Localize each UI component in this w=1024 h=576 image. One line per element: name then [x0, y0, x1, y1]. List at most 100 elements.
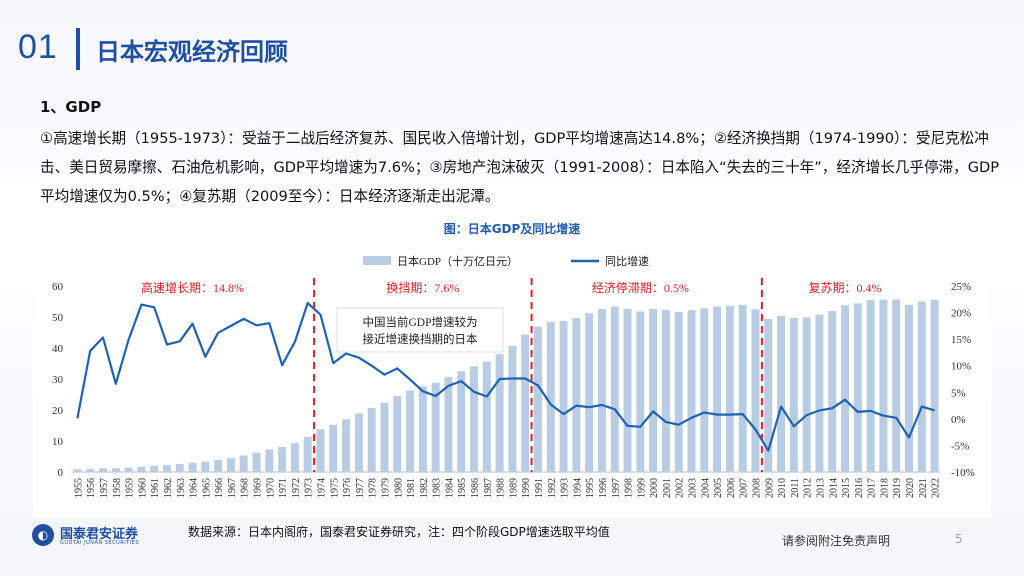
- gdp-bar: [137, 466, 146, 472]
- gdp-bar: [495, 354, 504, 472]
- gdp-bar: [290, 443, 299, 472]
- right-axis-tick-label: 0%: [951, 414, 966, 426]
- gdp-bar: [930, 299, 939, 472]
- left-axis-tick-label: 20: [52, 405, 64, 417]
- annotation-line-1: 中国当前GDP增速较为: [362, 315, 477, 329]
- gdp-bar: [585, 313, 594, 472]
- logo-text-en: GUOTAI JUNAN SECURITIES: [60, 540, 140, 546]
- disclaimer-link[interactable]: 请参阅附注免责声明: [782, 534, 891, 548]
- gdp-bar: [674, 311, 683, 472]
- gdp-bar: [828, 311, 837, 472]
- gdp-bar: [175, 463, 184, 472]
- x-axis-tick-label: 1986: [470, 478, 481, 498]
- x-axis-tick-label: 1956: [86, 478, 97, 498]
- x-axis-tick-label: 1974: [316, 478, 327, 498]
- phase-label: 经济停滞期：0.5%: [592, 280, 689, 295]
- x-axis-tick-label: 1987: [483, 478, 494, 498]
- gdp-bar: [789, 317, 798, 472]
- gdp-bar: [559, 321, 568, 472]
- x-axis-tick-label: 1968: [240, 478, 251, 498]
- x-axis-tick-label: 1980: [393, 478, 404, 498]
- left-axis-tick-label: 60: [52, 281, 64, 293]
- annotation-line-2: 接近增速换挡期的日本: [363, 332, 478, 346]
- chart-container: 0 10 20 30 40 50 60 -10% -5% 0% 5% 10% 15% 20% 25% 195…: [33, 240, 991, 518]
- x-axis-tick-label: 2011: [790, 478, 801, 498]
- left-axis-tick-label: 10: [52, 436, 64, 448]
- gdp-bar: [214, 459, 223, 472]
- x-axis-tick-label: 1957: [99, 478, 110, 498]
- x-axis-tick-label: 1989: [508, 478, 519, 498]
- gdp-bar: [623, 308, 632, 472]
- gdp-bar: [239, 455, 248, 472]
- gdp-bar: [303, 436, 312, 472]
- gdp-bar: [879, 299, 888, 472]
- x-axis-tick-label: 1961: [150, 478, 161, 498]
- right-axis-tick-label: 15%: [951, 334, 971, 346]
- x-axis-tick-label: 1977: [355, 478, 366, 498]
- gdp-bar: [188, 462, 197, 472]
- x-axis-tick-label: 2001: [662, 478, 673, 498]
- x-axis-tick-label: 1988: [496, 478, 507, 498]
- x-axis-tick-label: 2015: [841, 478, 852, 498]
- x-axis-tick-label: 1962: [163, 478, 174, 498]
- x-axis-tick-label: 2003: [688, 478, 699, 498]
- phase-label: 换挡期：7.6%: [386, 281, 459, 295]
- x-axis-tick-label: 1960: [137, 478, 148, 498]
- gdp-bar: [738, 304, 747, 472]
- gdp-bar: [367, 407, 376, 472]
- x-axis-tick-label: 2004: [700, 478, 711, 498]
- x-axis-tick-label: 1998: [624, 478, 635, 498]
- logo-text-cn: 国泰君安证券: [60, 527, 139, 542]
- legend-line-label: 同比增速: [605, 254, 649, 268]
- page-title: 日本宏观经济回顾: [96, 38, 288, 66]
- right-axis-tick-label: 25%: [951, 281, 971, 293]
- x-axis-tick-label: 1979: [380, 478, 391, 498]
- company-logo: ◐ 国泰君安证券 GUOTAI JUNAN SECURITIES: [32, 522, 162, 550]
- legend-bar-swatch: [363, 256, 391, 265]
- gdp-bar: [508, 345, 517, 472]
- x-axis-tick-label: 1994: [572, 478, 583, 498]
- gdp-bar: [841, 305, 850, 472]
- gdp-bar: [354, 413, 363, 472]
- annotation-box: [336, 307, 504, 353]
- x-axis-tick-label: 2018: [879, 478, 890, 498]
- gdp-bar: [521, 334, 530, 472]
- gdp-bar: [444, 377, 453, 472]
- right-axis-tick-label: 10%: [951, 361, 971, 373]
- right-axis-tick-label: -10%: [951, 467, 975, 479]
- gdp-bar: [892, 299, 901, 472]
- x-axis-tick-label: 2020: [905, 478, 916, 498]
- gdp-bar: [380, 402, 389, 472]
- gdp-bar: [546, 321, 555, 472]
- left-axis-tick-label: 0: [58, 467, 64, 479]
- body-paragraph: ①高速增长期（1955-1973）：受益于二战后经济复苏、国民收入倍增计划，GD…: [40, 130, 1000, 205]
- x-axis-tick-label: 1981: [406, 478, 417, 498]
- gdp-bar: [764, 318, 773, 472]
- gdp-bar: [278, 446, 287, 472]
- phase-label: 高速增长期：14.8%: [141, 280, 244, 295]
- x-axis-tick-label: 1991: [534, 478, 545, 498]
- section-divider: [76, 28, 80, 70]
- x-axis-tick-label: 2007: [739, 478, 750, 498]
- x-axis-tick-label: 2012: [803, 478, 814, 498]
- x-axis-tick-label: 2009: [764, 478, 775, 498]
- x-axis-tick-label: 1983: [432, 478, 443, 498]
- x-axis-tick-label: 1993: [560, 478, 571, 498]
- x-axis-tick-label: 1970: [265, 478, 276, 498]
- gdp-bar: [226, 458, 235, 472]
- gdp-bar: [342, 419, 351, 472]
- gdp-bar: [853, 303, 862, 472]
- x-axis-tick-label: 2005: [713, 478, 724, 498]
- x-axis-tick-label: 1959: [125, 478, 136, 498]
- x-axis-tick-label: 1975: [329, 478, 340, 498]
- x-axis-tick-label: 2002: [675, 478, 686, 498]
- x-axis-tick-label: 1992: [547, 478, 558, 498]
- gdp-bar: [124, 467, 133, 472]
- x-axis-tick-label: 2022: [931, 478, 942, 498]
- data-source-note: 数据来源：日本内阁府，国泰君安证券研究，注：四个阶段GDP增速选取平均值: [188, 525, 610, 539]
- x-axis-tick-label: 1958: [112, 478, 123, 498]
- gdp-bar: [150, 465, 159, 472]
- gdp-bar: [610, 306, 619, 472]
- gdp-bar: [636, 311, 645, 472]
- section-heading: 1、GDP: [40, 98, 102, 116]
